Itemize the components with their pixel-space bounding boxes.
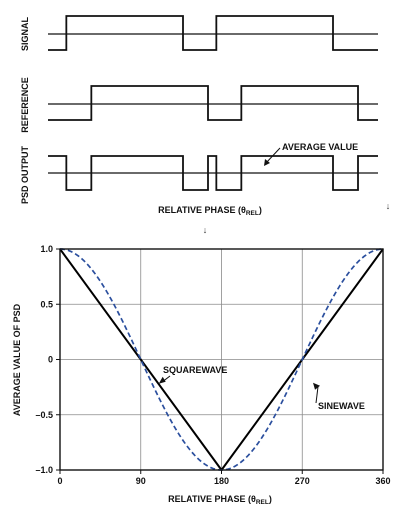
y-tick-label: 0.5 — [40, 299, 53, 309]
chart-annotations: SQUAREWAVE SINEWAVE — [158, 365, 365, 411]
sinewave-leader — [315, 386, 319, 404]
x-axis-title: RELATIVE PHASE (θREL) — [168, 494, 272, 506]
down-arrow-icon: ↓ — [386, 201, 391, 211]
psd-waveform — [48, 155, 378, 191]
sinewave-label: SINEWAVE — [318, 401, 365, 411]
x-tick-label: 90 — [136, 476, 146, 486]
signal-waveform — [48, 15, 378, 51]
average-value-arrowhead — [264, 159, 270, 166]
squarewave-leader — [163, 375, 171, 382]
chart-grid — [59, 248, 384, 471]
down-arrow-icon: ↓ — [203, 225, 208, 235]
timing-x-title: RELATIVE PHASE (θREL) — [158, 205, 262, 217]
psd-output-label: PSD OUTPUT — [20, 146, 30, 205]
y-tick-label: –0.5 — [35, 410, 53, 420]
sinewave-arrowhead — [313, 382, 321, 390]
reference-waveform — [48, 85, 378, 121]
chart-ticks: 0 90 180 270 360 1.0 0.5 0 –0.5 –1.0 — [35, 244, 390, 486]
average-value-label: AVERAGE VALUE — [282, 142, 358, 152]
y-tick-label: 0 — [48, 355, 53, 365]
psd-average-chart: 0 90 180 270 360 1.0 0.5 0 –0.5 –1.0 AVERAGE VALU… — [12, 244, 391, 506]
x-tick-label: 0 — [57, 476, 62, 486]
y-tick-label: –1.0 — [35, 465, 53, 475]
x-tick-label: 270 — [295, 476, 310, 486]
y-tick-label: 1.0 — [40, 244, 53, 254]
x-tick-label: 180 — [214, 476, 229, 486]
y-axis-title: AVERAGE VALUE OF PSD — [12, 303, 22, 416]
signal-label: SIGNAL — [20, 17, 30, 52]
squarewave-label: SQUAREWAVE — [163, 365, 227, 375]
average-value-leader — [265, 147, 281, 164]
reference-label: REFERENCE — [20, 77, 30, 133]
squarewave-arrowhead — [158, 376, 166, 384]
timing-diagram: SIGNAL REFERENCE PSD OUTPUT AVERAGE VALU… — [20, 15, 391, 235]
x-tick-label: 360 — [375, 476, 390, 486]
